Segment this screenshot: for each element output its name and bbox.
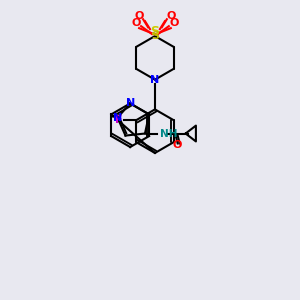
Text: F: F: [116, 115, 123, 125]
Text: N: N: [126, 98, 135, 108]
Text: O: O: [166, 11, 176, 21]
Text: N: N: [150, 75, 160, 85]
Text: O: O: [173, 140, 182, 150]
Text: NH: NH: [160, 128, 177, 139]
Text: O: O: [134, 11, 144, 21]
Text: S: S: [151, 25, 160, 38]
Text: N: N: [113, 113, 122, 123]
Text: O: O: [131, 18, 141, 28]
Text: O: O: [169, 18, 178, 28]
Text: S: S: [151, 31, 159, 41]
